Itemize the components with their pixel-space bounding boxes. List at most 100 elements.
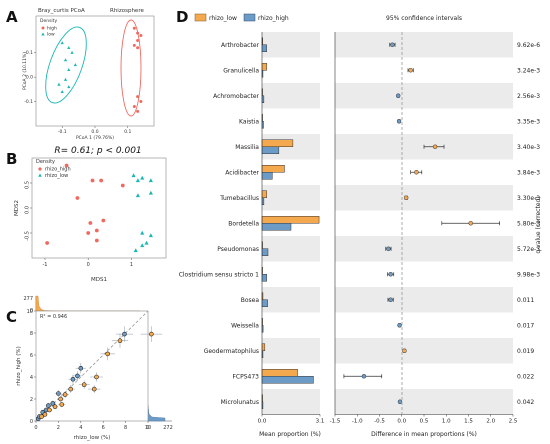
panel-d-diff-point-1 bbox=[408, 68, 413, 73]
panel-d-band-left-6 bbox=[262, 185, 320, 211]
panel-c-point-23 bbox=[122, 331, 127, 337]
panel-d-bar-high-4 bbox=[261, 146, 280, 154]
panel-d-bar-high-7 bbox=[261, 223, 292, 231]
panel-d-qvalue-6: 3.30e-3 bbox=[517, 195, 540, 202]
panel-d-bar-low-4 bbox=[261, 139, 294, 147]
panel-d-diff-point-7 bbox=[468, 221, 473, 226]
panel-d-diff-point-14 bbox=[397, 399, 403, 404]
panel-b: R= 0.61; p < 0.001 Density rhizo_high rh… bbox=[14, 146, 167, 283]
panel-c-point-13 bbox=[62, 392, 68, 397]
panel-d-band-left-12 bbox=[262, 338, 320, 364]
panel-a-point-high-7 bbox=[139, 100, 143, 104]
panel-c-point-20 bbox=[94, 374, 99, 380]
panel-c-xtick-label-0: 0 bbox=[34, 425, 37, 431]
panel-c-point-8 bbox=[50, 401, 56, 406]
panel-b-point-rhizo_high-10 bbox=[45, 241, 50, 245]
panel-c-right-marginal-tick-max: 272 bbox=[163, 425, 173, 431]
panel-a-point-high-3 bbox=[136, 38, 140, 42]
panel-a-ytick-label-1: 0.0 bbox=[26, 75, 33, 81]
panel-c-xlabel: rhizo_low (%) bbox=[74, 435, 111, 441]
panel-a-axes: -0.1 0.0 0.1 0.1 0.0 -0.1 bbox=[24, 50, 131, 135]
panel-c-ytick-label-1: 2 bbox=[30, 397, 33, 403]
panel-d-axes: 0.0 3.1 -1.5 -1.0 -0.5 0.0 0.5 1.0 1.5 2.0 2.5 bbox=[258, 32, 518, 425]
panel-a-point-high-5 bbox=[136, 46, 140, 50]
panel-b-legend-title: Density bbox=[36, 159, 55, 165]
panel-d-bar-high-9 bbox=[261, 274, 267, 282]
panel-d-qvalue-8: 5.72e-3 bbox=[517, 246, 540, 253]
panel-c-ytick-label-2: 4 bbox=[30, 375, 33, 381]
panel-d-category-label-8: Pseudomonas bbox=[217, 246, 259, 253]
panel-d-bar-low-1 bbox=[261, 63, 267, 71]
panel-d-bar-high-0 bbox=[261, 44, 267, 52]
panel-b-point-rhizo_low-6 bbox=[140, 230, 145, 235]
panel-letter-d: D bbox=[176, 8, 188, 26]
panel-a-legend-title: Density bbox=[40, 18, 57, 24]
panel-d-category-label-4: Massilia bbox=[235, 144, 259, 151]
panel-d-band-right-12 bbox=[335, 338, 513, 364]
panel-d-right-xtick-label-0: -1.5 bbox=[330, 419, 341, 425]
panel-b-legend-high-marker bbox=[38, 167, 42, 171]
panel-b-point-rhizo_high-9 bbox=[86, 231, 91, 235]
panel-b-point-rhizo_low-9 bbox=[140, 243, 145, 248]
panel-c-top-marginal-tick-zero: 0 bbox=[30, 308, 33, 314]
panel-b-point-rhizo_low-10 bbox=[133, 248, 138, 253]
panel-d-left-xlabel: Mean proportion (%) bbox=[259, 431, 321, 438]
panel-d-band-left-14 bbox=[262, 389, 320, 415]
panel-b-legend-high-label: rhizo_high bbox=[45, 167, 71, 173]
panel-b-points bbox=[45, 163, 153, 253]
panel-d-qvalue-11: 0.017 bbox=[517, 322, 534, 329]
panel-d-band-right-8 bbox=[335, 236, 513, 262]
panel-a-ellipse-high bbox=[120, 19, 142, 117]
panel-b-point-rhizo_high-7 bbox=[94, 228, 99, 233]
panel-a-point-low-7 bbox=[60, 89, 64, 94]
panel-d-ci-title: 95% confidence intervals bbox=[386, 15, 462, 22]
panel-b-plot-frame bbox=[31, 157, 167, 259]
panel-d-qvalue-label: q-value (corrected) bbox=[535, 196, 542, 253]
panel-letter-a: A bbox=[6, 8, 18, 26]
panel-b-legend-low-marker bbox=[38, 173, 42, 177]
panel-d-band-right-10 bbox=[335, 287, 513, 313]
panel-d-qvalue-3: 3.35e-3 bbox=[517, 118, 540, 125]
panel-d-band-right-6 bbox=[335, 185, 513, 211]
panel-c-right-marginal-tick-zero: 0 bbox=[146, 425, 149, 431]
panel-d-legend: rhizo_low rhizo_high bbox=[194, 13, 289, 22]
panel-a-point-low-6 bbox=[67, 85, 71, 89]
panel-a-point-low-3 bbox=[63, 58, 68, 62]
panel-a-ytick-label-0: 0.1 bbox=[26, 50, 33, 56]
panel-c-ytick-label-4: 8 bbox=[30, 331, 33, 337]
panel-c-point-14 bbox=[68, 386, 74, 392]
panel-b-point-rhizo_high-6 bbox=[101, 218, 106, 223]
panel-d-category-label-12: Geodermatophilus bbox=[204, 348, 259, 355]
panel-d-legend-low-label: rhizo_low bbox=[209, 15, 237, 22]
panel-a-title-left: Bray_curtis PCoA bbox=[38, 8, 85, 14]
panel-d-band-left-0 bbox=[262, 32, 320, 58]
panel-c-top-marginal-tick-max: 277 bbox=[23, 296, 33, 302]
panel-d-diff-point-3 bbox=[396, 119, 402, 124]
panel-b-point-rhizo_low-0 bbox=[131, 173, 136, 178]
panel-d-qvalue-1: 3.24e-3 bbox=[517, 67, 540, 74]
panel-a-point-high-0 bbox=[132, 26, 136, 30]
panel-a-legend-high-marker bbox=[41, 26, 45, 30]
panel-c-xtick-label-4: 8 bbox=[124, 425, 127, 431]
panel-d-category-label-3: Kaistia bbox=[239, 118, 259, 125]
panel-c-r2-text: R² = 0.946 bbox=[40, 314, 67, 320]
panel-c-point-10 bbox=[56, 391, 61, 396]
panel-c-point-21 bbox=[105, 351, 110, 357]
panel-d-category-label-2: Achromobacter bbox=[213, 93, 259, 100]
panel-a-ellipse-low bbox=[45, 26, 87, 104]
panel-d-right-xtick-label-3: 0.0 bbox=[397, 419, 406, 425]
panel-d-qvalue-7: 5.80e-3 bbox=[517, 220, 540, 227]
panel-d-qvalue-0: 9.62e-6 bbox=[517, 42, 540, 49]
panel-d-category-label-0: Arthrobacter bbox=[221, 42, 260, 49]
panel-d-bar-low-5 bbox=[261, 165, 285, 173]
panel-d-bar-low-7 bbox=[261, 216, 320, 224]
panel-d-category-label-10: Bosea bbox=[241, 297, 260, 304]
panel-d-qvalue-13: 0.022 bbox=[517, 373, 534, 380]
panel-d-category-label-7: Bordetella bbox=[228, 220, 259, 227]
panel-a-ytick-label-2: -0.1 bbox=[24, 99, 33, 105]
panel-d-left-xtick-label-0: 0.0 bbox=[258, 419, 267, 425]
panel-b-point-rhizo_high-4 bbox=[75, 196, 80, 200]
panel-c-point-11 bbox=[58, 396, 63, 402]
panel-d-qvalue-5: 3.84e-3 bbox=[517, 169, 540, 176]
